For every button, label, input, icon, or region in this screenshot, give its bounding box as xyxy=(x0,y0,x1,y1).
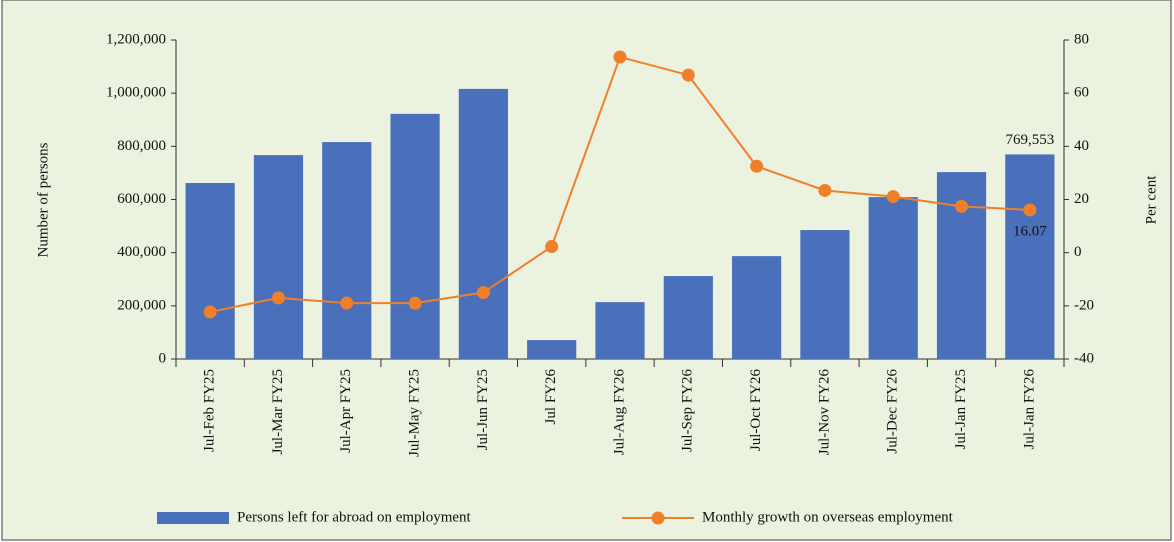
y2-tick-label: 60 xyxy=(1074,85,1089,101)
y-tick-label: 1,200,000 xyxy=(106,31,166,47)
x-tick-label: Jul-Dec FY26 xyxy=(885,369,901,454)
line-point xyxy=(681,68,695,82)
x-tick-label: Jul-Jan FY25 xyxy=(953,369,969,449)
bar xyxy=(322,142,372,359)
line-point xyxy=(545,240,559,254)
bar xyxy=(732,256,782,359)
x-tick-label: Jul-Jan FY26 xyxy=(1021,369,1037,450)
x-tick-label: Jul FY26 xyxy=(543,369,559,425)
bar xyxy=(390,113,440,359)
bar xyxy=(663,276,713,359)
bar xyxy=(253,155,304,359)
legend-label: Monthly growth on overseas employment xyxy=(702,509,954,525)
y2-tick-label: 80 xyxy=(1074,31,1089,47)
x-tick-label: Jul-Apr FY25 xyxy=(338,369,354,453)
line-point xyxy=(818,183,832,197)
x-tick-label: Jul-Jun FY25 xyxy=(475,369,491,450)
legend-swatch xyxy=(157,512,229,524)
x-tick-label: Jul-May FY25 xyxy=(407,369,423,457)
line-point xyxy=(750,159,764,173)
x-tick-label: Jul-Feb FY25 xyxy=(202,369,218,452)
data-label: 16.07 xyxy=(1013,223,1047,239)
x-tick-label: Jul-Sep FY26 xyxy=(680,369,696,452)
bar xyxy=(868,197,918,359)
legend-label: Persons left for abroad on employment xyxy=(237,509,472,525)
bar xyxy=(527,340,577,359)
line-point xyxy=(408,296,422,310)
y-axis-label: Number of persons xyxy=(35,142,51,257)
bar xyxy=(800,230,850,359)
bar xyxy=(458,88,508,359)
line-point xyxy=(886,190,900,204)
y-tick-label: 800,000 xyxy=(117,138,166,154)
x-tick-label: Jul-Aug FY26 xyxy=(611,369,627,456)
y2-tick-label: 20 xyxy=(1074,191,1089,207)
data-label: 769,553 xyxy=(1005,132,1054,148)
y-tick-label: 0 xyxy=(159,350,167,366)
line-point xyxy=(1023,203,1037,217)
y2-tick-label: -40 xyxy=(1074,350,1094,366)
y2-axis-label: Per cent xyxy=(1143,175,1159,225)
y-tick-label: 1,000,000 xyxy=(106,85,166,101)
bar xyxy=(595,302,645,359)
x-tick-label: Jul-Oct FY26 xyxy=(748,369,764,452)
legend-swatch xyxy=(651,511,665,525)
y2-tick-label: 40 xyxy=(1074,138,1089,154)
y-tick-label: 200,000 xyxy=(117,297,166,313)
bar xyxy=(1005,154,1055,359)
bar xyxy=(185,183,235,359)
x-tick-label: Jul-Mar FY25 xyxy=(270,369,286,454)
line-point xyxy=(340,296,354,310)
line-point xyxy=(203,305,217,319)
line-point xyxy=(476,286,490,300)
y-tick-label: 600,000 xyxy=(117,191,166,207)
line-point xyxy=(613,50,627,64)
line-point xyxy=(955,199,969,213)
y2-tick-label: 0 xyxy=(1074,244,1082,260)
x-tick-label: Jul-Nov FY26 xyxy=(816,369,832,456)
y-tick-label: 400,000 xyxy=(117,244,166,260)
line-point xyxy=(271,291,285,305)
y2-tick-label: -20 xyxy=(1074,297,1094,313)
